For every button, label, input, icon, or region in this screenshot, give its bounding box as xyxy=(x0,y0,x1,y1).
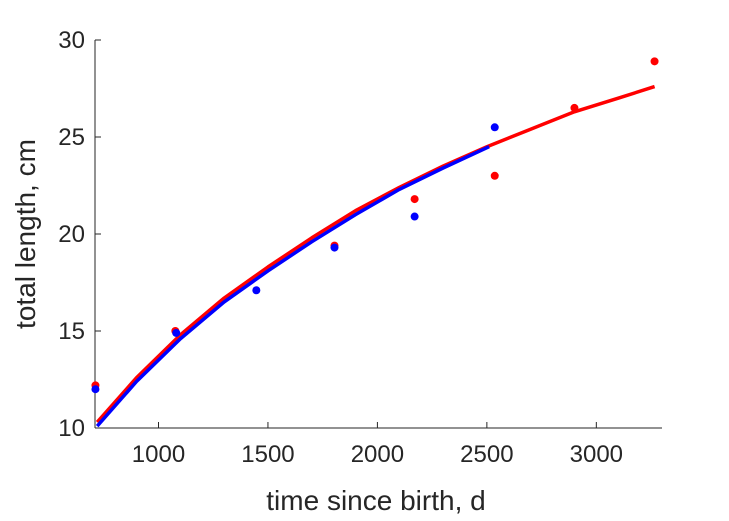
x-tick-label: 2000 xyxy=(351,441,404,468)
fit-curve xyxy=(95,84,656,424)
series-0 xyxy=(95,84,656,424)
y-tick-label: 20 xyxy=(58,221,85,248)
x-ticks: 1000 1500 2000 2500 3000 xyxy=(132,422,623,468)
x-axis: 1000 1500 2000 2500 3000 time since birth, d xyxy=(95,422,662,516)
y-tick-label: 30 xyxy=(58,27,85,54)
y-ticks: 10 15 20 25 30 xyxy=(58,27,101,442)
data-point xyxy=(252,286,261,295)
y-tick-label: 10 xyxy=(58,415,85,442)
data-point xyxy=(650,57,659,66)
fit-curve xyxy=(95,145,490,428)
data-point xyxy=(410,195,419,204)
y-tick-label: 25 xyxy=(58,124,85,151)
x-tick-label: 1000 xyxy=(132,441,185,468)
x-axis-label: time since birth, d xyxy=(266,485,485,516)
x-tick-label: 3000 xyxy=(570,441,623,468)
plot-area xyxy=(91,57,659,428)
data-point xyxy=(570,103,579,112)
data-point xyxy=(410,212,419,221)
data-point xyxy=(490,123,499,132)
series-1 xyxy=(95,145,490,428)
series-1-points xyxy=(91,123,499,394)
y-axis-label: total length, cm xyxy=(10,139,41,329)
x-tick-label: 2500 xyxy=(460,441,513,468)
data-point xyxy=(91,385,100,394)
x-tick-label: 1500 xyxy=(241,441,294,468)
data-point xyxy=(172,328,181,337)
data-point xyxy=(490,171,499,180)
y-tick-label: 15 xyxy=(58,318,85,345)
data-point xyxy=(330,243,339,252)
y-axis: 10 15 20 25 30 total length, cm xyxy=(10,27,101,442)
